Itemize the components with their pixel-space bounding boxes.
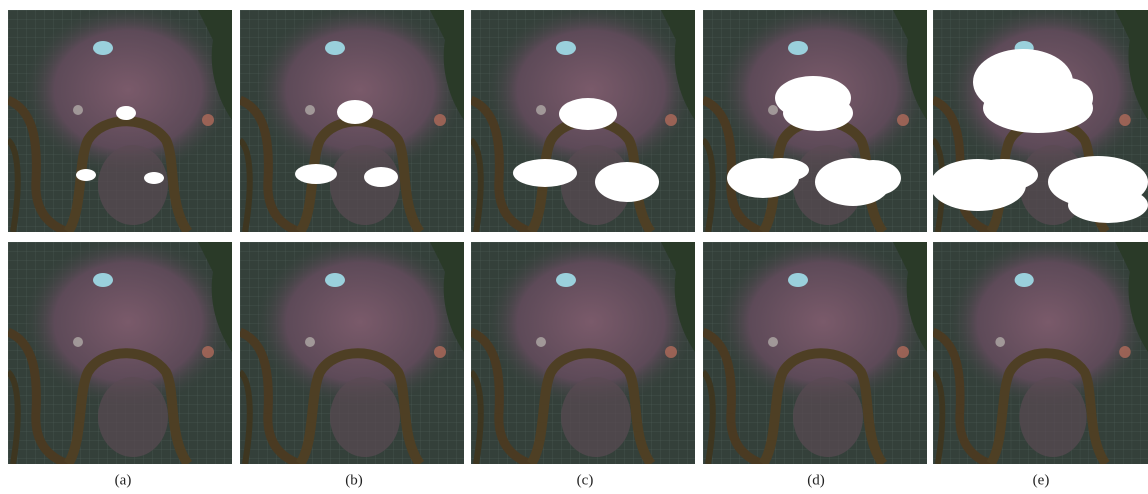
panel-label: (b)	[345, 472, 363, 488]
figure: (a) (b) (c) (d) (e)	[0, 0, 1148, 494]
reconstructed-image	[703, 237, 928, 464]
cloudy-image	[930, 5, 1148, 232]
panel-label: (e)	[1033, 472, 1050, 488]
panel-label: (a)	[115, 472, 132, 488]
cloudy-image	[240, 5, 465, 232]
reconstructed-image	[471, 237, 696, 464]
panel-label: (c)	[577, 472, 594, 488]
reconstructed-image	[240, 237, 465, 464]
cloudy-image	[703, 5, 928, 232]
reconstructed-image	[933, 237, 1148, 464]
reconstructed-image	[8, 237, 233, 464]
cloudy-image	[471, 5, 696, 232]
page: {"panels": [{"label": "(a)"}, {"label": …	[0, 0, 1148, 494]
cloudy-image	[8, 5, 233, 232]
panel-label: (d)	[807, 472, 825, 488]
